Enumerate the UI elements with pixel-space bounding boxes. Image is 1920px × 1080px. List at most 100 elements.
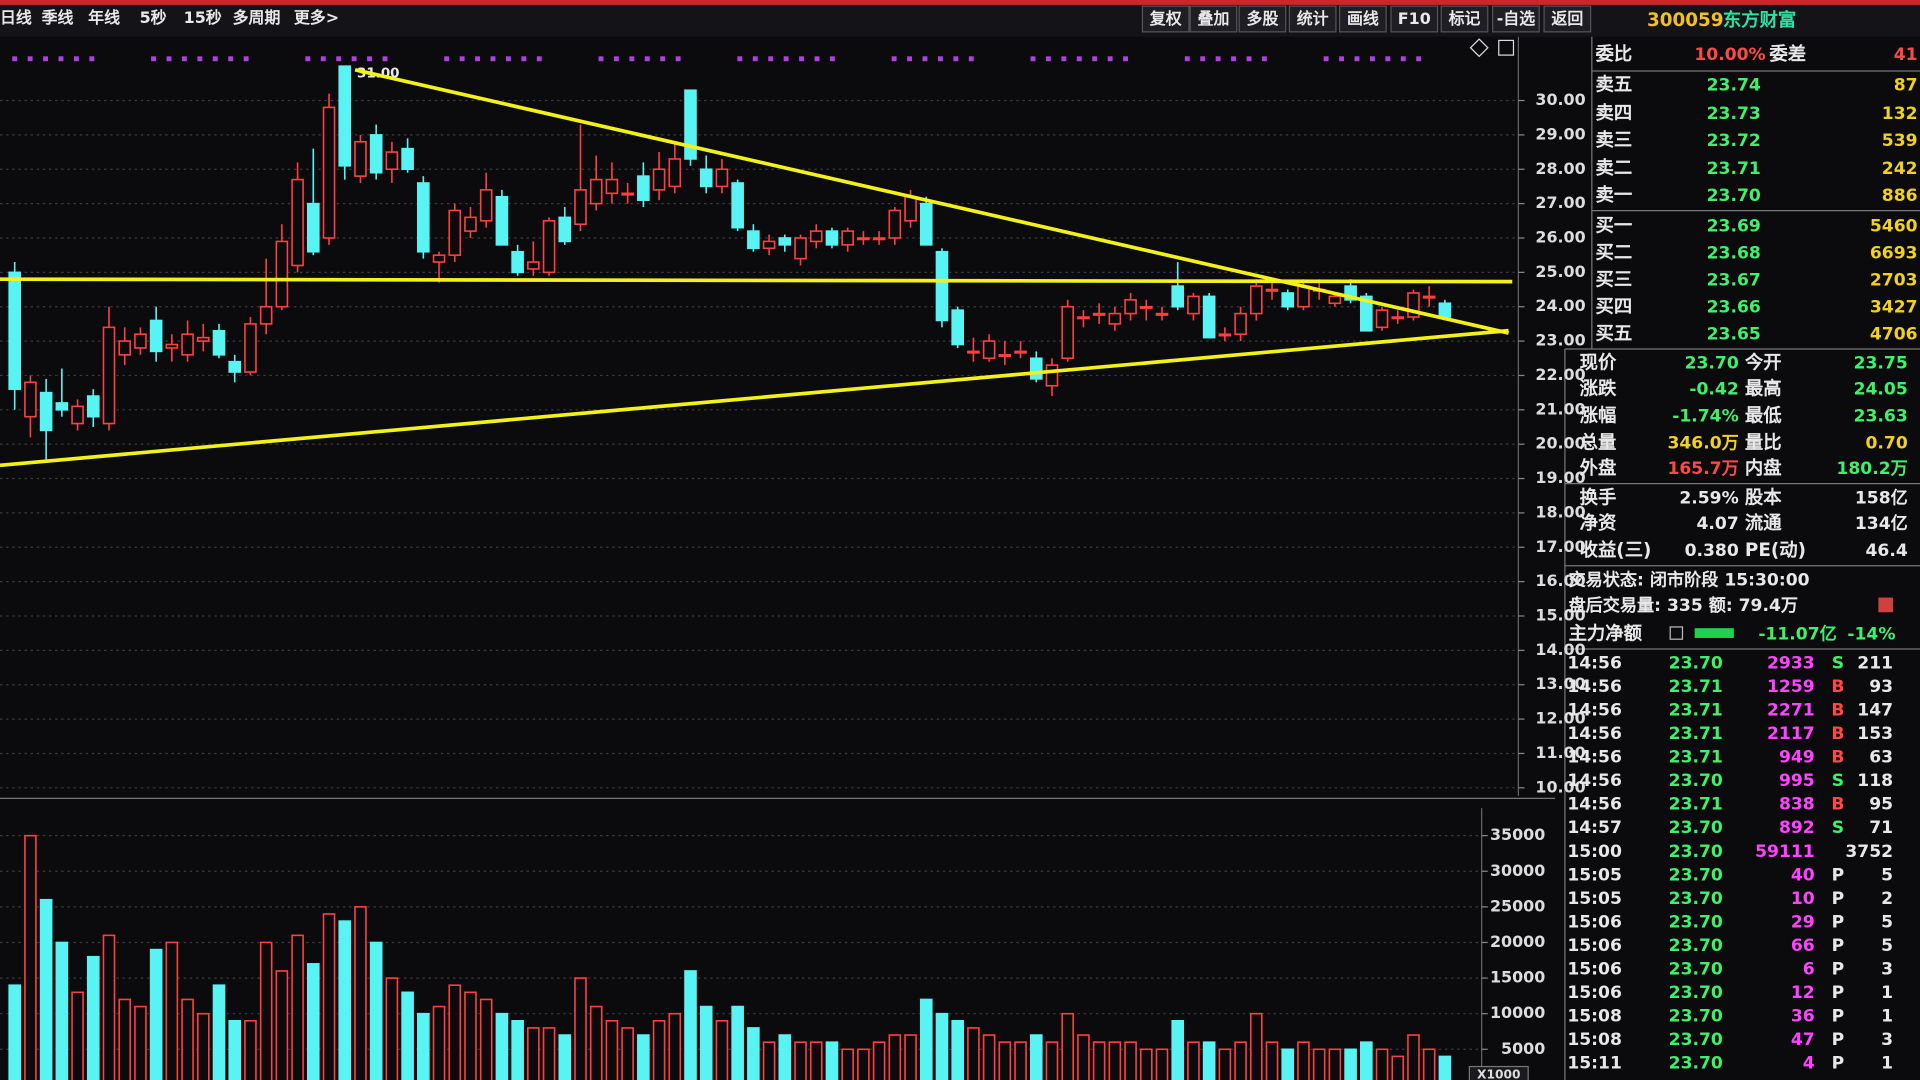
- volume-bar: [747, 1027, 760, 1080]
- quote-value: 165.7万: [1667, 459, 1738, 479]
- volume-bar: [1312, 1048, 1326, 1080]
- after-hours: 盘后交易量: 335 额: 79.4万: [1569, 595, 1798, 616]
- icon[interactable]: [1498, 39, 1515, 56]
- toolbar-tab[interactable]: 更多>: [294, 8, 339, 27]
- volume-bar: [1391, 1055, 1405, 1080]
- signal-dot: [1354, 56, 1360, 62]
- trade-volume: 59111: [1755, 842, 1815, 862]
- volume-bar: [259, 941, 273, 1080]
- candle-body: [1234, 312, 1247, 336]
- toolbar-button[interactable]: [1189, 5, 1238, 33]
- signal-dots: [12, 56, 1422, 62]
- candle-body: [1139, 305, 1153, 309]
- toolbar-button[interactable]: [1440, 5, 1489, 33]
- toolbar-button-label[interactable]: 复权: [1149, 9, 1182, 28]
- volume-bar: [637, 1034, 650, 1080]
- candle-body: [212, 329, 226, 356]
- trend-line: [354, 68, 1509, 335]
- candle-body: [1202, 295, 1216, 339]
- trade-volume: 2117: [1767, 724, 1815, 744]
- volume-bar: [196, 1012, 210, 1080]
- toolbar-tab[interactable]: 日线: [0, 8, 32, 27]
- trade-count: 2: [1881, 889, 1893, 909]
- toolbar-button[interactable]: [1288, 5, 1337, 33]
- toolbar-button-label[interactable]: 统计: [1297, 9, 1329, 28]
- toolbar-button-label[interactable]: 叠加: [1198, 9, 1230, 28]
- toolbar-tab[interactable]: 15秒: [184, 8, 222, 27]
- toolbar-button-label[interactable]: 画线: [1347, 9, 1379, 28]
- candle-body: [448, 209, 462, 256]
- toolbar-button[interactable]: [1238, 5, 1287, 33]
- volume-tick-label: 5000: [1501, 1039, 1545, 1058]
- book-level: 买二: [1596, 242, 1633, 263]
- toolbar-tab[interactable]: 多周期: [233, 8, 281, 27]
- volume-bar: [888, 1034, 902, 1080]
- volume-bar: [448, 984, 462, 1080]
- candle-body: [825, 230, 839, 246]
- candle-body: [841, 230, 854, 246]
- toolbar-button-label[interactable]: F10: [1398, 9, 1431, 28]
- toolbar-tab[interactable]: 季线: [41, 8, 74, 27]
- toolbar-button[interactable]: [1338, 5, 1387, 33]
- toolbar-tab[interactable]: 5秒: [140, 8, 167, 27]
- toolbar-button-label[interactable]: 多股: [1247, 9, 1279, 28]
- signal-dot: [12, 56, 18, 62]
- trade-count: 5: [1881, 912, 1893, 932]
- trade-volume: 2933: [1767, 654, 1815, 674]
- quote-label: 今开: [1745, 352, 1782, 374]
- candle-body: [1014, 350, 1027, 354]
- y-tick-label: 11.00: [1535, 743, 1585, 762]
- icon[interactable]: [1469, 38, 1489, 58]
- toolbar-tab[interactable]: 年线: [88, 8, 120, 27]
- volume-bar: [354, 906, 367, 1080]
- book-level: 买四: [1596, 296, 1633, 317]
- toolbar-button[interactable]: [1492, 5, 1540, 33]
- book-price: 23.69: [1707, 217, 1761, 237]
- signal-dot: [73, 56, 79, 62]
- signal-dot: [1076, 56, 1082, 62]
- candle-body: [527, 261, 540, 270]
- volume-bar: [495, 1012, 509, 1080]
- toolbar-button-label[interactable]: 返回: [1551, 9, 1583, 28]
- volume-bar: [731, 1005, 744, 1080]
- signal-dot: [305, 56, 311, 62]
- signal-dot: [1369, 56, 1375, 62]
- candle-body: [1438, 302, 1452, 318]
- book-label: 委比: [1595, 43, 1633, 65]
- volume-bar: [55, 941, 69, 1080]
- trend-line: [0, 277, 1513, 284]
- candle-body: [511, 250, 524, 274]
- icon[interactable]: [1878, 597, 1894, 613]
- volume-bar: [102, 934, 116, 1080]
- trade-price: 23.70: [1669, 889, 1723, 909]
- candle-body: [1281, 292, 1295, 308]
- volume-bar: [574, 977, 587, 1080]
- quote-value: 346.0万: [1667, 433, 1738, 453]
- volume-bar: [1438, 1055, 1452, 1080]
- volume-bar: [668, 1012, 682, 1080]
- candle-body: [322, 106, 336, 239]
- volume-bar: [464, 991, 477, 1080]
- quote-label: 最高: [1745, 377, 1782, 399]
- trade-price: 23.71: [1669, 795, 1723, 815]
- toolbar-button-label[interactable]: -自选: [1497, 9, 1536, 28]
- candle-body: [794, 237, 807, 260]
- content: 日线 季线 年线 5秒 15秒 多周期 更多> 复权 叠加 多股 统计 画线 F10 标记 -自选 返回 300…: [0, 5, 1918, 1080]
- trade-time: 15:05: [1567, 889, 1622, 909]
- trade-time: 15:06: [1567, 983, 1622, 1003]
- quote-label: 内盘: [1745, 457, 1782, 479]
- trade-count: 3752: [1845, 842, 1893, 862]
- quote-label: 最低: [1745, 404, 1782, 426]
- toolbar-button-label[interactable]: 标记: [1448, 9, 1481, 28]
- volume-bar: [998, 1041, 1012, 1080]
- toolbar-button[interactable]: [1543, 5, 1592, 33]
- main-flow-pct: -14%: [1847, 624, 1895, 644]
- signal-dot: [1385, 56, 1391, 62]
- toolbar-button[interactable]: [1390, 5, 1439, 33]
- toolbar-button[interactable]: [1141, 5, 1190, 33]
- trade-time: 15:05: [1567, 865, 1622, 885]
- book-level: 买三: [1596, 269, 1633, 290]
- quote-label: 涨跌: [1580, 377, 1617, 399]
- volume-bar: [919, 998, 933, 1080]
